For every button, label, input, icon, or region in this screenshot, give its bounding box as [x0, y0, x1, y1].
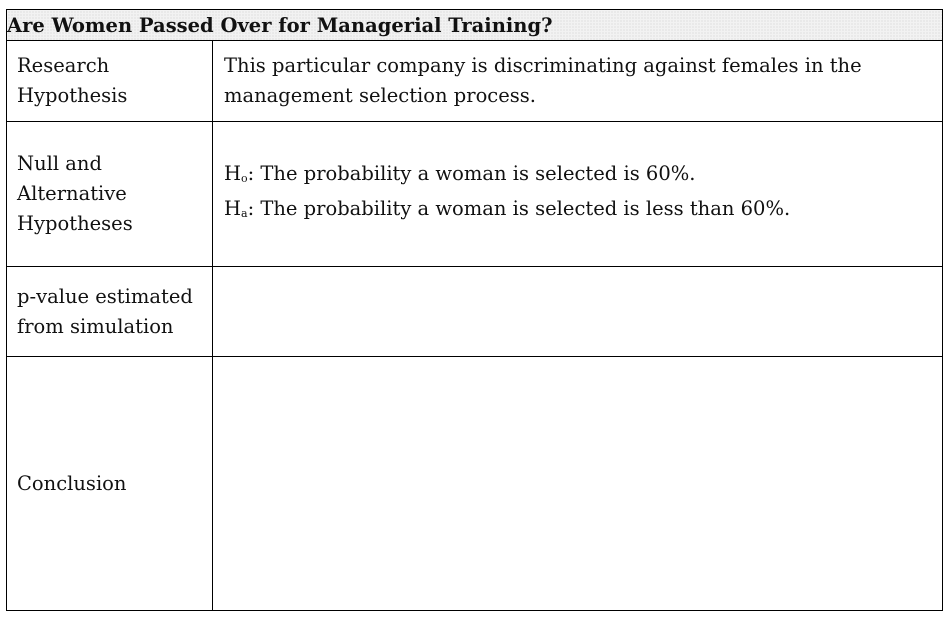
conclusion-label: Conclusion [6, 356, 213, 611]
hypothesis-test-table: Are Women Passed Over for Managerial Tra… [5, 9, 944, 611]
alternative-hypothesis: Ha: The probability a woman is selected … [224, 194, 942, 229]
label-line: Hypotheses [17, 212, 133, 235]
label-line: Alternative [17, 182, 127, 205]
null-alternative-value: Ho: The probability a woman is selected … [211, 121, 944, 267]
label-line: Hypothesis [17, 84, 128, 107]
pvalue-label: p-value estimated from simulation [6, 266, 213, 357]
null-alternative-label: Null and Alternative Hypotheses [6, 121, 213, 267]
table-row-null-alternative: Null and Alternative Hypotheses Ho: The … [6, 121, 944, 267]
alternative-symbol: H [224, 197, 242, 220]
label-line: Research [17, 54, 110, 77]
research-hypothesis-label: Research Hypothesis [6, 40, 213, 122]
pvalue-answer-cell[interactable] [211, 266, 944, 357]
table-title: Are Women Passed Over for Managerial Tra… [5, 9, 944, 41]
table-row-conclusion: Conclusion [6, 356, 944, 611]
alternative-subscript: a [241, 207, 248, 220]
null-hypothesis: Ho: The probability a woman is selected … [224, 159, 942, 194]
label-line: Null and [17, 152, 102, 175]
table-row-research-hypothesis: Research Hypothesis This particular comp… [6, 40, 944, 122]
null-text: : The probability a woman is selected is… [247, 162, 696, 185]
worksheet-container: Are Women Passed Over for Managerial Tra… [5, 9, 944, 611]
null-subscript: o [241, 172, 248, 185]
table-title-row: Are Women Passed Over for Managerial Tra… [5, 9, 944, 41]
conclusion-answer-cell[interactable] [211, 356, 944, 611]
alternative-text: : The probability a woman is selected is… [247, 197, 791, 220]
label-line: from simulation [17, 314, 174, 338]
label-line: p-value estimated [17, 284, 193, 308]
null-symbol: H [224, 162, 242, 185]
table-row-pvalue: p-value estimated from simulation [6, 266, 944, 357]
research-hypothesis-value: This particular company is discriminatin… [211, 40, 944, 122]
